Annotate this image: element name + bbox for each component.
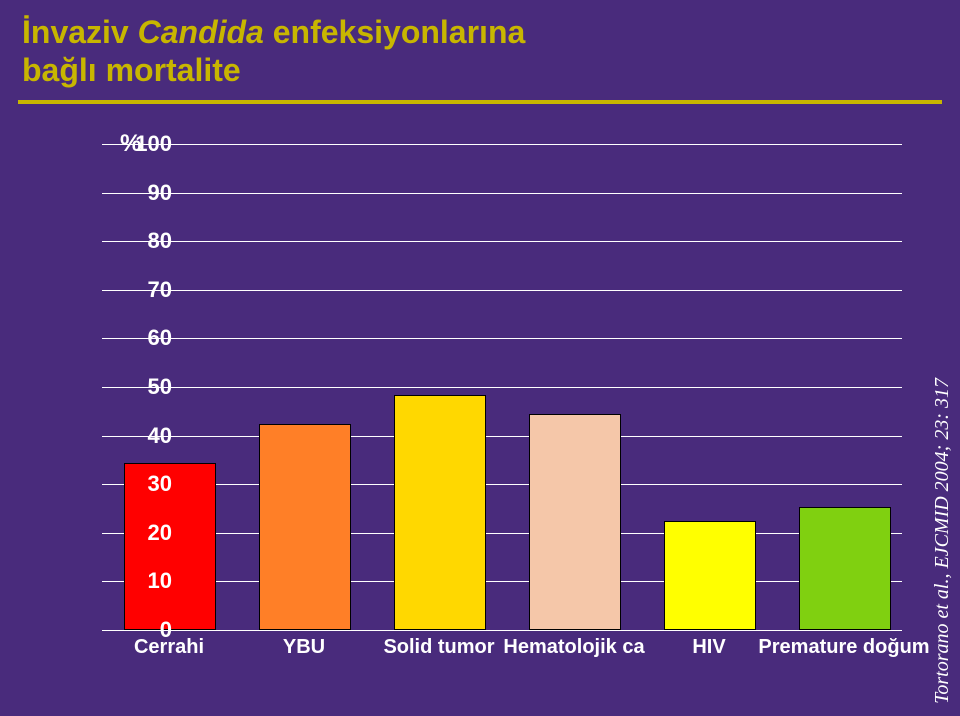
x-tick-label: Hematolojik ca bbox=[503, 636, 644, 659]
x-tick-label: HIV bbox=[692, 636, 725, 659]
gridline bbox=[102, 630, 902, 631]
title-text-post: enfeksiyonlarına bbox=[264, 14, 525, 50]
x-tick-label: Premature doğum bbox=[758, 636, 929, 659]
mortality-bar-chart: % 0102030405060708090100 CerrahiYBUSolid… bbox=[32, 130, 912, 690]
x-tick-label: Cerrahi bbox=[134, 636, 204, 659]
y-tick-label: 40 bbox=[112, 423, 172, 449]
slide: İnvaziv Candida enfeksiyonlarına bağlı m… bbox=[0, 0, 960, 716]
y-tick-label: 30 bbox=[112, 471, 172, 497]
bar bbox=[259, 424, 351, 630]
bar bbox=[799, 507, 891, 631]
y-tick-label: 20 bbox=[112, 520, 172, 546]
y-tick-label: 10 bbox=[112, 568, 172, 594]
y-tick-label: 60 bbox=[112, 325, 172, 351]
x-tick-label: YBU bbox=[283, 636, 325, 659]
plot-area bbox=[102, 144, 902, 630]
bar bbox=[529, 414, 621, 630]
y-tick-label: 80 bbox=[112, 228, 172, 254]
title-text-italic: Candida bbox=[138, 14, 264, 50]
bar bbox=[394, 395, 486, 630]
citation-text: Tortorano et al., EJCMID 2004; 23: 317 bbox=[931, 378, 954, 704]
title-text-pre: İnvaziv bbox=[22, 14, 138, 50]
y-tick-label: 50 bbox=[112, 374, 172, 400]
title-underline bbox=[18, 100, 942, 104]
y-tick-label: 100 bbox=[112, 131, 172, 157]
slide-title-line2: bağlı mortalite bbox=[22, 52, 241, 89]
y-tick-label: 70 bbox=[112, 277, 172, 303]
slide-title-line1: İnvaziv Candida enfeksiyonlarına bbox=[22, 14, 525, 51]
bar bbox=[664, 521, 756, 630]
bars-row bbox=[102, 144, 902, 630]
y-tick-label: 90 bbox=[112, 180, 172, 206]
x-tick-label: Solid tumor bbox=[383, 636, 494, 659]
